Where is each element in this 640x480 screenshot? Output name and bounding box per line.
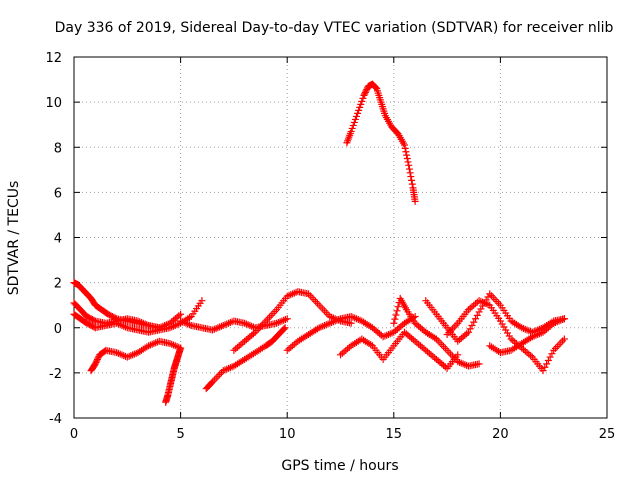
data-point xyxy=(92,358,100,366)
y-tick-label: -4 xyxy=(49,412,62,427)
data-point xyxy=(361,90,369,98)
data-point xyxy=(546,353,554,361)
data-point xyxy=(177,344,185,352)
plot-frame xyxy=(73,56,608,419)
series-arc-9 xyxy=(283,312,419,354)
series-arc-7 xyxy=(202,324,289,393)
y-tick-label: -2 xyxy=(49,367,62,382)
data-point xyxy=(390,319,398,327)
data-point xyxy=(347,127,355,135)
data-point xyxy=(347,319,355,327)
y-tick-label: 8 xyxy=(54,141,62,156)
y-tick-label: 0 xyxy=(54,322,62,337)
data-point xyxy=(354,109,362,117)
data-point xyxy=(372,84,380,92)
y-tick-labels: -4 -2 0 2 4 6 8 10 12 xyxy=(45,51,62,427)
data-point xyxy=(357,100,365,108)
grid xyxy=(74,57,607,418)
series-arc-5 xyxy=(162,344,185,406)
y-tick-label: 10 xyxy=(45,96,62,111)
x-tick-label: 25 xyxy=(599,427,616,442)
series-arc-11 xyxy=(337,328,462,372)
data-point xyxy=(393,307,401,315)
series-arc-8 xyxy=(230,288,355,354)
data-point xyxy=(91,360,99,368)
data-point xyxy=(93,357,101,365)
data-point xyxy=(280,325,288,333)
data-point xyxy=(405,161,413,169)
x-tick-label: 20 xyxy=(492,427,509,442)
data-point xyxy=(400,141,408,149)
data-point xyxy=(401,144,409,152)
x-tick-label: 0 xyxy=(70,427,78,442)
data-point xyxy=(371,83,379,91)
data-point xyxy=(283,315,291,323)
axis-ticks xyxy=(73,56,608,419)
data-point xyxy=(406,169,414,177)
data-point xyxy=(352,112,360,120)
data-point xyxy=(411,197,419,205)
y-axis-label: SDTVAR / TECUs xyxy=(6,181,22,296)
data-point xyxy=(350,118,358,126)
x-tick-label: 15 xyxy=(386,427,403,442)
series-arc-6 xyxy=(177,315,291,334)
data-point xyxy=(351,115,359,123)
data-point xyxy=(473,311,481,319)
data-point xyxy=(403,155,411,163)
data-point xyxy=(403,151,411,159)
series-arc-15 xyxy=(486,315,568,357)
data-point xyxy=(355,106,363,114)
data-point xyxy=(466,325,474,333)
data-point xyxy=(391,315,399,323)
data-point xyxy=(408,180,416,188)
chart-title: Day 336 of 2019, Sidereal Day-to-day VTE… xyxy=(55,20,614,36)
y-tick-label: 2 xyxy=(54,277,62,292)
data-point xyxy=(560,315,568,323)
data-point xyxy=(405,165,413,173)
data-point xyxy=(404,158,412,166)
series-arc-4 xyxy=(87,337,185,375)
data-point xyxy=(472,315,480,323)
x-tick-labels: 0 5 10 15 20 25 xyxy=(70,427,615,442)
data-point xyxy=(177,310,185,318)
data-point xyxy=(198,297,206,305)
data-point xyxy=(408,176,416,184)
data-point xyxy=(394,303,402,311)
data-point xyxy=(392,311,400,319)
data-point xyxy=(407,173,415,181)
data-point xyxy=(543,360,551,368)
y-tick-label: 4 xyxy=(54,232,62,247)
data-point xyxy=(470,318,478,326)
data-point xyxy=(544,356,552,364)
data-point xyxy=(94,354,102,362)
data-point xyxy=(541,363,549,371)
data-point xyxy=(93,355,101,363)
series-arc-12 xyxy=(390,294,483,370)
data-point xyxy=(356,103,364,111)
series-arc-10 xyxy=(343,80,419,205)
x-tick-label: 10 xyxy=(279,427,296,442)
x-axis-label: GPS time / hours xyxy=(281,458,398,474)
y-tick-label: 6 xyxy=(54,186,62,201)
data-point xyxy=(548,350,556,358)
x-tick-label: 5 xyxy=(176,427,184,442)
data-point xyxy=(348,124,356,132)
data-point xyxy=(90,316,98,324)
data-point xyxy=(358,97,366,105)
data-point xyxy=(281,324,289,332)
data-point xyxy=(454,351,462,359)
series-arc-13 xyxy=(422,290,568,345)
data-point xyxy=(361,88,369,96)
data-point xyxy=(359,94,367,102)
data-points xyxy=(70,80,568,406)
data-point xyxy=(349,121,357,129)
data-point xyxy=(362,87,370,95)
data-point xyxy=(402,148,410,156)
data-point xyxy=(475,360,483,368)
data-point xyxy=(360,91,368,99)
y-tick-label: 12 xyxy=(45,51,62,66)
data-point xyxy=(560,335,568,343)
